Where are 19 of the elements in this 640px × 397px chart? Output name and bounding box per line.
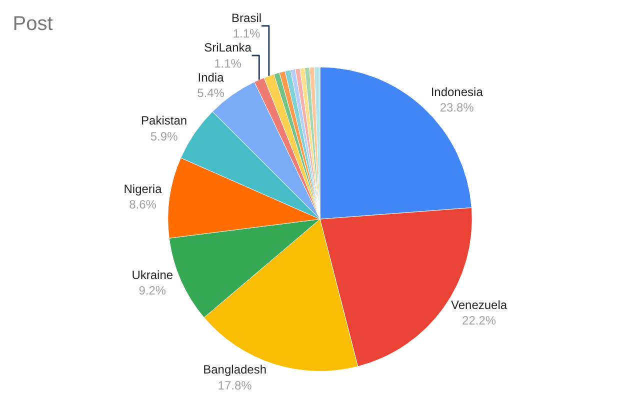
data-label: 22.2% [462, 314, 496, 328]
slice-label: SriLanka [204, 40, 252, 55]
slice-label: Ukraine [132, 268, 174, 282]
data-label: 1.1% [214, 56, 242, 70]
slice-label: India [198, 70, 224, 84]
data-label: 5.9% [150, 129, 178, 144]
data-label: 1.1% [232, 26, 261, 41]
slice-label: Venezuela [451, 298, 508, 312]
slice-label: Nigeria [124, 182, 162, 196]
data-label: 9.2% [138, 284, 166, 298]
slice-label: Brasil [232, 11, 262, 26]
data-label: 17.8% [218, 378, 252, 392]
slice-label: Indonesia [430, 84, 484, 99]
data-label: 23.8% [440, 100, 474, 114]
slice-label: Pakistan [141, 114, 188, 128]
chart-title: Post [12, 12, 54, 35]
data-label: 5.4% [197, 86, 225, 100]
data-label: 8.6% [129, 198, 157, 212]
slice-label: Bangladesh [203, 362, 267, 377]
